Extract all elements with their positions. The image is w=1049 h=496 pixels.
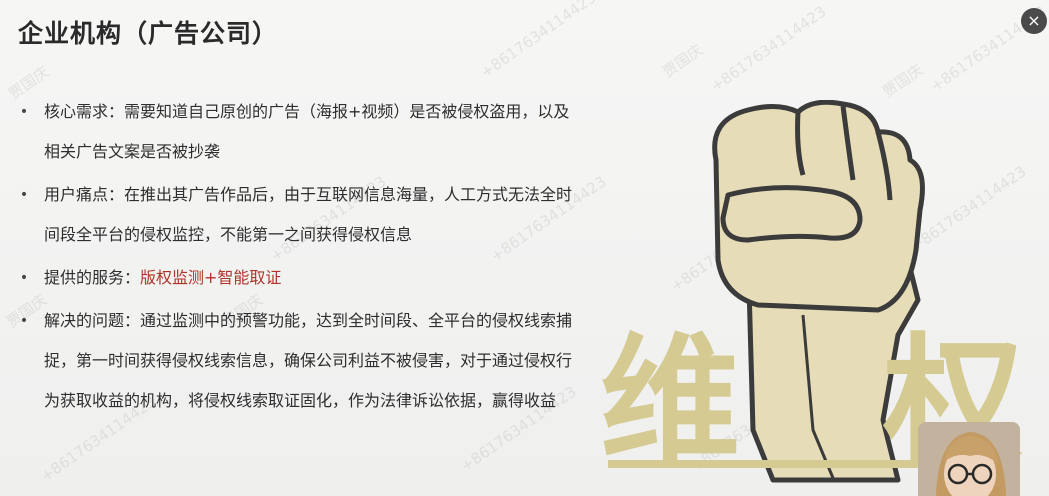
item-text: 提供的服务：版权监测+智能取证: [44, 258, 578, 298]
fist-icon: [712, 100, 925, 483]
bullet-dot-icon: •: [19, 313, 29, 329]
watermark-name: 贾国庆: [659, 40, 707, 82]
artwork-underline: [608, 460, 1018, 468]
item-text: 核心需求：需要知道自己原创的广告（海报+视频）是否被侵权盗用，以及相关广告文案是…: [44, 102, 570, 161]
close-button[interactable]: ×: [1021, 8, 1047, 34]
presenter-avatar-icon: [918, 422, 1020, 496]
bullet-list: • 核心需求：需要知道自己原创的广告（海报+视频）是否被侵权盗用，以及相关广告文…: [18, 92, 578, 424]
item-text: 用户痛点：在推出其广告作品后，由于互联网信息海量，人工方式无法全时间段全平台的侵…: [44, 185, 573, 244]
bullet-dot-icon: •: [19, 187, 29, 203]
webcam-presenter: [918, 422, 1020, 496]
item-label: 提供的服务：: [44, 268, 141, 287]
list-item: • 用户痛点：在推出其广告作品后，由于互联网信息海量，人工方式无法全时间段全平台…: [18, 175, 578, 255]
watermark-phone: +8617634114423: [707, 2, 830, 96]
list-item: • 解决的问题：通过监测中的预警功能，达到全时间段、全平台的侵权线索捕捉，第一时…: [18, 301, 578, 421]
slide-title: 企业机构（广告公司）: [18, 19, 279, 48]
bullet-dot-icon: •: [19, 270, 29, 286]
bullet-dot-icon: •: [19, 104, 29, 120]
list-item: • 提供的服务：版权监测+智能取证: [18, 258, 578, 298]
fist-artwork: 维 权: [600, 100, 1023, 484]
artwork-char-1: 维: [600, 321, 740, 484]
item-text: 解决的问题：通过监测中的预警功能，达到全时间段、全平台的侵权线索捕捉，第一时间获…: [44, 311, 573, 410]
list-item: • 核心需求：需要知道自己原创的广告（海报+视频）是否被侵权盗用，以及相关广告文…: [18, 92, 578, 172]
service-highlight: 版权监测+智能取证: [140, 268, 282, 287]
watermark-name: 贾国庆: [879, 60, 927, 102]
watermark-phone: +8617634114423: [477, 0, 600, 82]
